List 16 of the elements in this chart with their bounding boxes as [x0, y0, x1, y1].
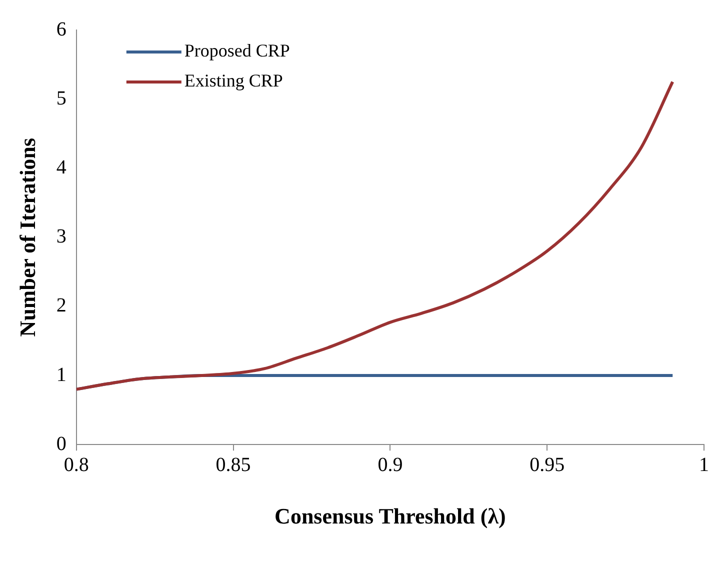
legend-label: Existing CRP: [184, 70, 283, 91]
y-tick-label: 2: [56, 294, 66, 317]
x-tick-label: 0.9: [378, 454, 403, 476]
x-tick-label: 0.85: [216, 454, 251, 476]
y-axis-title: Number of Iterations: [14, 137, 40, 337]
y-tick-label: 0: [56, 432, 66, 455]
legend-label: Proposed CRP: [184, 40, 290, 61]
y-tick-label: 1: [56, 364, 66, 386]
x-axis-title: Consensus Threshold (λ): [274, 503, 506, 528]
y-tick-label: 6: [56, 18, 66, 40]
x-tick-label: 0.95: [530, 454, 565, 476]
y-tick-label: 3: [56, 226, 66, 248]
y-tick-label: 4: [56, 156, 66, 178]
x-tick-label: 0.8: [64, 454, 89, 476]
y-tick-label: 5: [56, 87, 66, 110]
x-tick-label: 1: [699, 454, 709, 476]
